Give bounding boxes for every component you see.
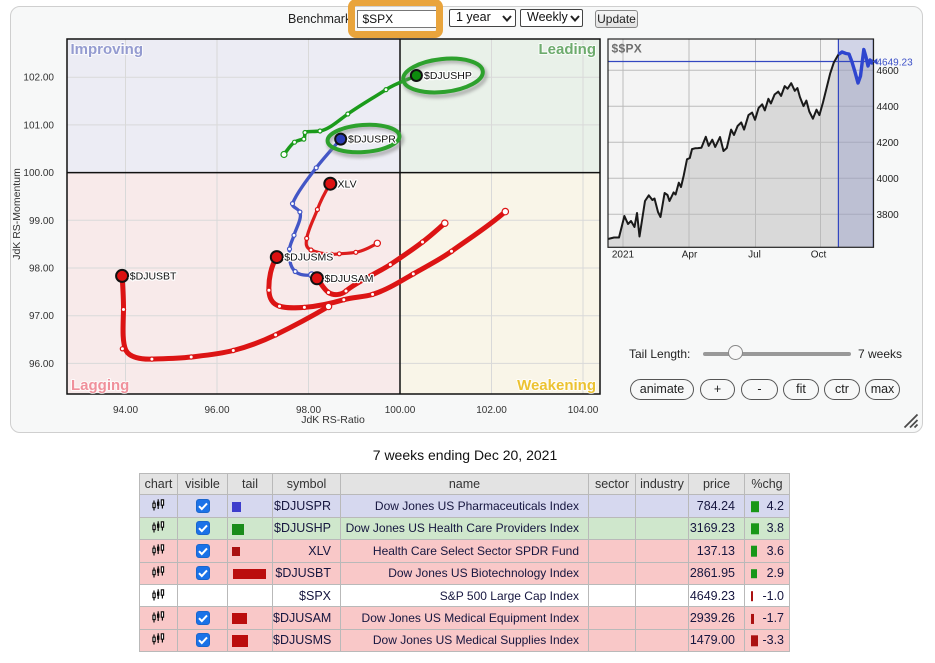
- svg-text:Leading: Leading: [538, 41, 596, 58]
- svg-text:4200: 4200: [877, 138, 900, 149]
- svg-text:4400: 4400: [877, 102, 900, 113]
- svg-text:102.00: 102.00: [23, 73, 54, 84]
- svg-text:Lagging: Lagging: [71, 377, 129, 394]
- svg-text:$$PX: $$PX: [612, 42, 643, 56]
- svg-text:98.00: 98.00: [296, 405, 321, 416]
- svg-text:$DJUSMS: $DJUSMS: [284, 252, 333, 264]
- svg-text:XLV: XLV: [338, 178, 357, 190]
- svg-text:100.00: 100.00: [385, 405, 416, 416]
- svg-text:96.00: 96.00: [204, 405, 229, 416]
- svg-text:Apr: Apr: [682, 250, 698, 261]
- svg-text:4000: 4000: [877, 174, 900, 185]
- svg-text:Oct: Oct: [811, 250, 827, 261]
- svg-text:4600: 4600: [877, 66, 900, 77]
- svg-text:102.00: 102.00: [476, 405, 507, 416]
- svg-text:Weakening: Weakening: [517, 377, 596, 394]
- svg-text:94.00: 94.00: [113, 405, 138, 416]
- svg-text:Improving: Improving: [71, 41, 144, 58]
- svg-text:104.00: 104.00: [568, 405, 599, 416]
- svg-text:2021: 2021: [612, 250, 635, 261]
- svg-text:99.00: 99.00: [29, 216, 54, 227]
- svg-text:4649.23: 4649.23: [877, 57, 914, 68]
- svg-text:100.00: 100.00: [23, 168, 54, 179]
- svg-text:$DJUSHP: $DJUSHP: [424, 70, 472, 82]
- svg-text:98.00: 98.00: [29, 264, 54, 275]
- svg-text:97.00: 97.00: [29, 311, 54, 322]
- svg-text:96.00: 96.00: [29, 359, 54, 370]
- svg-text:$DJUSPR: $DJUSPR: [348, 134, 396, 146]
- svg-text:Jul: Jul: [748, 250, 761, 261]
- svg-text:JdK RS-Momentum: JdK RS-Momentum: [11, 168, 23, 260]
- svg-text:3800: 3800: [877, 210, 900, 221]
- svg-text:101.00: 101.00: [23, 120, 54, 131]
- svg-text:JdK RS-Ratio: JdK RS-Ratio: [301, 414, 365, 426]
- svg-text:$DJUSAM: $DJUSAM: [325, 273, 374, 285]
- svg-text:$DJUSBT: $DJUSBT: [130, 271, 177, 283]
